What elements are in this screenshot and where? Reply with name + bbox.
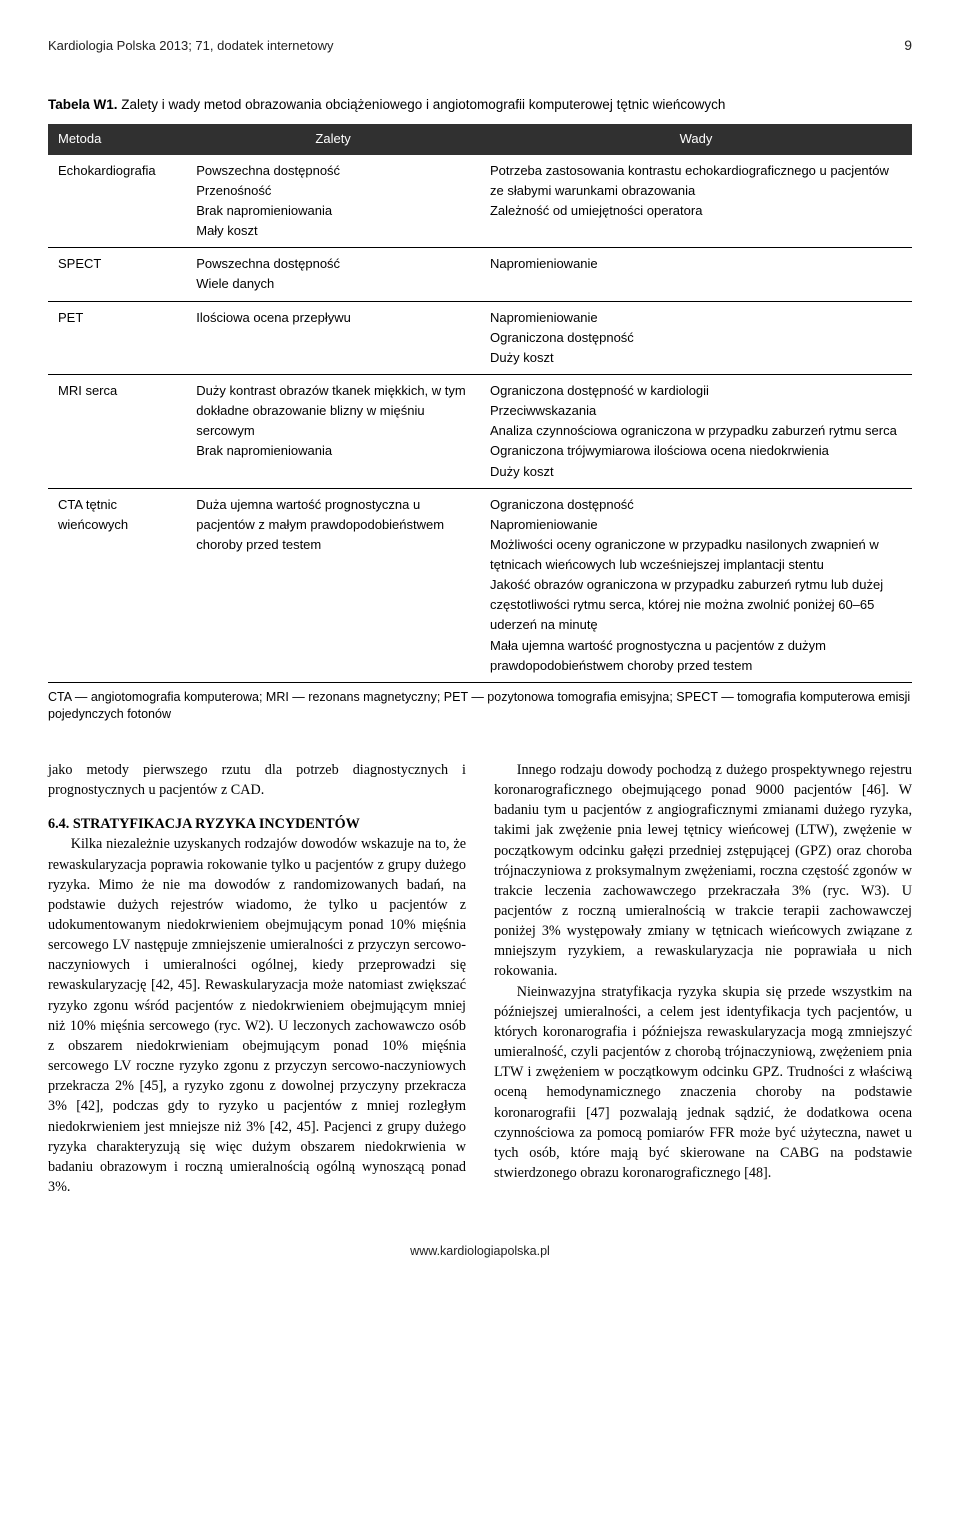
paragraph-3: Nieinwazyjna stratyfikacja ryzyka skupia… [494,982,912,1184]
table-cell: Echokardiografia [48,155,186,248]
section-title: STRATYFIKACJA RYZYKA INCYDENTÓW [73,816,360,832]
running-header: Kardiologia Polska 2013; 71, dodatek int… [48,36,912,56]
table-cell: Duży kontrast obrazów tkanek miękkich, w… [186,374,480,488]
table-cell: CTA tętnic wieńcowych [48,488,186,682]
table-cell: Ilościowa ocena przepływu [186,301,480,374]
footer-url: www.kardiologiapolska.pl [48,1243,912,1261]
table-cell: Ograniczona dostępnośćNapromieniowanieMo… [480,488,912,682]
paragraph-2: Innego rodzaju dowody pochodzą z dużego … [494,760,912,982]
col-metoda: Metoda [48,124,186,154]
table-caption-text: Zalety i wady metod obrazowania obciążen… [121,97,725,112]
table-footnote: CTA — angiotomografia komputerowa; MRI —… [48,689,912,724]
table-row: EchokardiografiaPowszechna dostępnośćPrz… [48,155,912,248]
table-cell: Ograniczona dostępność w kardiologiiPrze… [480,374,912,488]
table-label: Tabela W1. [48,97,118,112]
table-row: PETIlościowa ocena przepływuNapromieniow… [48,301,912,374]
table-cell: SPECT [48,248,186,301]
table-row: MRI sercaDuży kontrast obrazów tkanek mi… [48,374,912,488]
comparison-table: Metoda Zalety Wady EchokardiografiaPowsz… [48,124,912,682]
table-cell: MRI serca [48,374,186,488]
col-wady: Wady [480,124,912,154]
journal-title: Kardiologia Polska 2013; 71, dodatek int… [48,37,333,55]
table-cell: PET [48,301,186,374]
lead-paragraph: jako metody pierwszego rzutu dla potrzeb… [48,760,466,800]
table-cell: NapromieniowanieOgraniczona dostępnośćDu… [480,301,912,374]
table-cell: Potrzeba zastosowania kontrastu echokard… [480,155,912,248]
page-number: 9 [904,36,912,56]
table-cell: Napromieniowanie [480,248,912,301]
table-w1: Tabela W1. Zalety i wady metod obrazowan… [48,96,912,724]
table-row: CTA tętnic wieńcowychDuża ujemna wartość… [48,488,912,682]
section-heading: 6.4. STRATYFIKACJA RYZYKA INCYDENTÓW [48,814,466,834]
table-header-row: Metoda Zalety Wady [48,124,912,154]
table-cell: Powszechna dostępnośćWiele danych [186,248,480,301]
body-text: jako metody pierwszego rzutu dla potrzeb… [48,760,912,1197]
paragraph-1: Kilka niezależnie uzyskanych rodzajów do… [48,834,466,1197]
section-number: 6.4. [48,816,69,832]
table-row: SPECTPowszechna dostępnośćWiele danychNa… [48,248,912,301]
table-cell: Powszechna dostępnośćPrzenośnośćBrak nap… [186,155,480,248]
table-caption: Tabela W1. Zalety i wady metod obrazowan… [48,96,912,115]
col-zalety: Zalety [186,124,480,154]
table-cell: Duża ujemna wartość prognostyczna u pacj… [186,488,480,682]
